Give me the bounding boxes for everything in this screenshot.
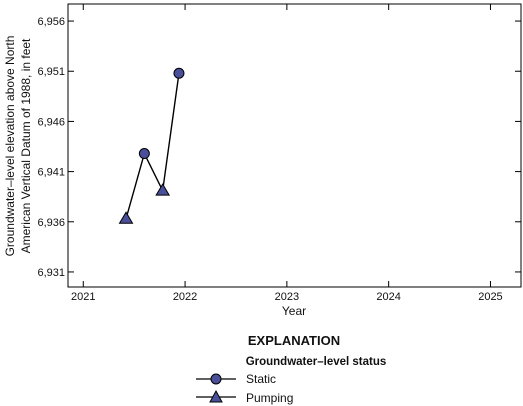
y-tick-label: 6,946	[37, 116, 65, 128]
x-tick-label: 2024	[376, 291, 400, 303]
y-axis: 6,931 6,936 6,941 6,946 6,951 6,956	[37, 16, 521, 279]
static-point	[173, 67, 185, 79]
legend-item-pumping: Pumping	[196, 389, 293, 405]
legend: EXPLANATION Groundwater–level status Sta…	[196, 333, 386, 405]
legend-label-static: Static	[246, 372, 276, 386]
legend-circle-marker	[210, 373, 222, 385]
y-tick-label: 6,941	[37, 167, 65, 179]
x-axis: 2021 2022 2023 2024 2025	[71, 4, 503, 303]
y-tick-label: 6,936	[37, 217, 65, 229]
pumping-point	[118, 211, 134, 224]
legend-title: EXPLANATION	[248, 333, 340, 348]
plot-frame	[67, 3, 522, 288]
x-tick-label: 2021	[71, 291, 95, 303]
legend-label-pumping: Pumping	[246, 391, 293, 405]
x-tick-label: 2025	[478, 291, 502, 303]
legend-item-static: Static	[196, 372, 276, 386]
series-line	[125, 73, 180, 219]
x-tick-label: 2023	[275, 291, 299, 303]
legend-triangle-marker	[209, 389, 223, 403]
y-tick-label: 6,956	[37, 16, 65, 28]
y-axis-label-line-1: Groundwater–level elevation above North	[3, 36, 17, 257]
y-axis-label: Groundwater–level elevation above North …	[3, 36, 33, 257]
legend-subtitle: Groundwater–level status	[246, 356, 387, 368]
y-tick-label: 6,951	[37, 66, 65, 78]
x-tick-label: 2022	[173, 291, 197, 303]
y-tick-label: 6,931	[37, 267, 65, 279]
x-axis-label: Year	[282, 304, 306, 318]
data-series	[118, 67, 185, 224]
static-point	[138, 148, 150, 160]
pumping-point	[155, 183, 171, 196]
y-axis-label-line-2: American Vertical Datum of 1988, in feet	[19, 38, 33, 253]
